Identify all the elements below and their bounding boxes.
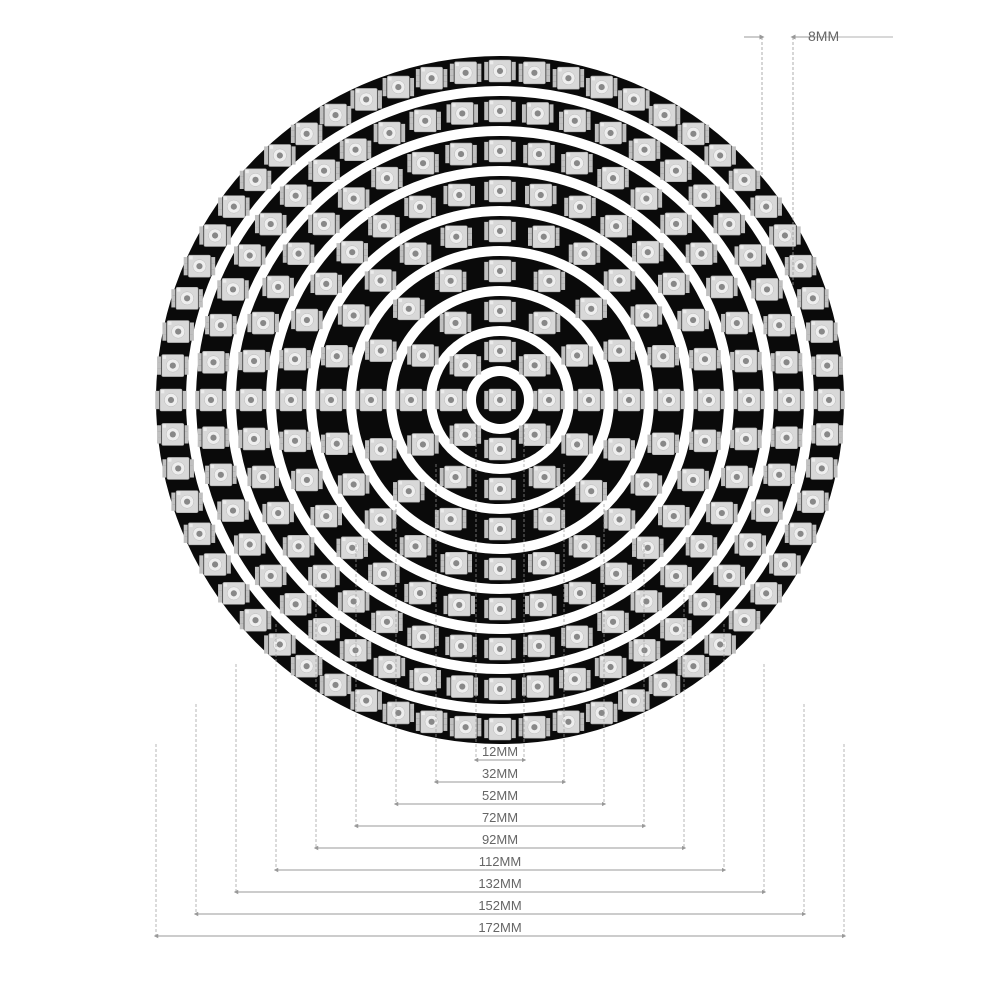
diameter-label: 52MM bbox=[482, 788, 518, 803]
svg-root bbox=[0, 0, 1000, 1000]
diameter-label: 132MM bbox=[478, 876, 521, 891]
diameter-label: 152MM bbox=[478, 898, 521, 913]
diagram-canvas: 8MM 12MM 32MM 52MM 72MM 92MM 112MM 132MM 152MM 17… bbox=[0, 0, 1000, 1000]
diameter-label: 12MM bbox=[482, 744, 518, 759]
diameter-label: 72MM bbox=[482, 810, 518, 825]
diameter-label: 32MM bbox=[482, 766, 518, 781]
thickness-label: 8MM bbox=[808, 28, 839, 44]
diameter-label: 112MM bbox=[479, 854, 521, 869]
diameter-label: 172MM bbox=[478, 920, 521, 935]
diameter-label: 92MM bbox=[482, 832, 518, 847]
